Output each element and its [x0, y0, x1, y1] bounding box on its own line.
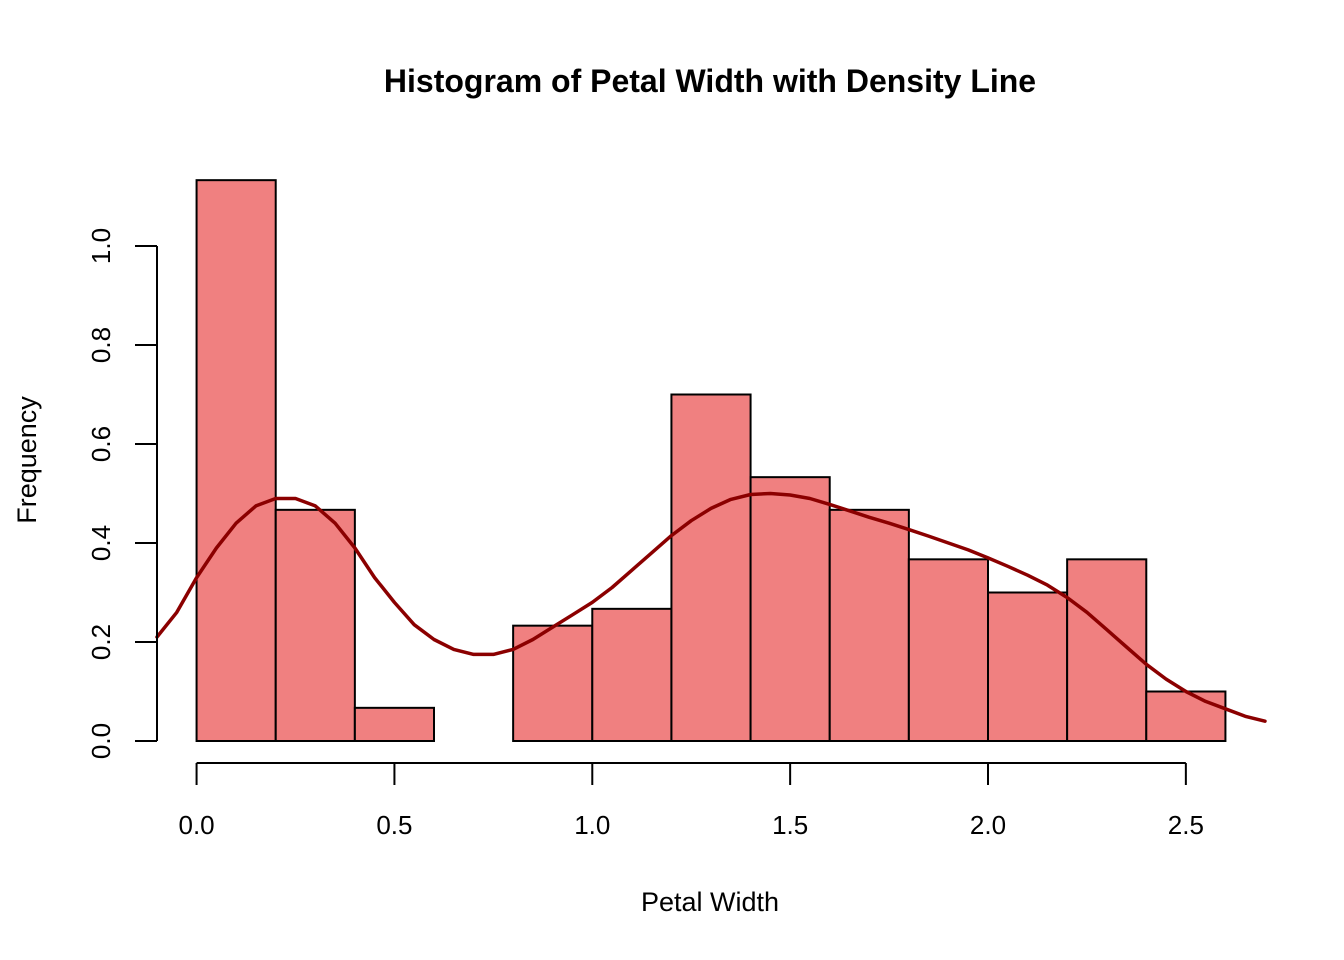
histogram-bar [1145, 690, 1227, 742]
histogram-bar [828, 508, 910, 742]
histogram-bar [591, 607, 673, 743]
y-tick-label: 0.0 [86, 723, 116, 759]
histogram-bar [749, 476, 831, 742]
y-tick-label: 1.0 [86, 228, 116, 264]
y-tick-label: 0.2 [86, 624, 116, 660]
x-tick-label: 0.0 [178, 810, 214, 840]
chart-title: Histogram of Petal Width with Density Li… [384, 63, 1036, 99]
histogram-bar [353, 706, 436, 743]
histogram-bar [274, 508, 356, 742]
x-axis: 0.0 0.5 1.0 1.5 2.0 2.5 [178, 762, 1204, 840]
histogram-bar [1066, 558, 1148, 743]
x-tick-label: 2.5 [1168, 810, 1204, 840]
y-axis: 0.0 0.2 0.4 0.6 0.8 1.0 [86, 228, 158, 759]
histogram-bar [907, 558, 989, 743]
y-tick-label: 0.8 [86, 327, 116, 363]
y-tick-label: 0.4 [86, 525, 116, 561]
x-tick-label: 2.0 [970, 810, 1006, 840]
x-tick-label: 0.5 [376, 810, 412, 840]
x-axis-label: Petal Width [641, 887, 779, 917]
y-axis-label: Frequency [12, 396, 42, 524]
y-tick-label: 0.6 [86, 426, 116, 462]
histogram-bar [670, 393, 752, 742]
histogram-bar [987, 591, 1069, 742]
x-tick-label: 1.5 [772, 810, 808, 840]
histogram-bar [195, 179, 277, 743]
density-line [155, 491, 1267, 723]
histogram-bars [195, 179, 1227, 743]
histogram-bar [512, 624, 594, 742]
x-tick-label: 1.0 [574, 810, 610, 840]
